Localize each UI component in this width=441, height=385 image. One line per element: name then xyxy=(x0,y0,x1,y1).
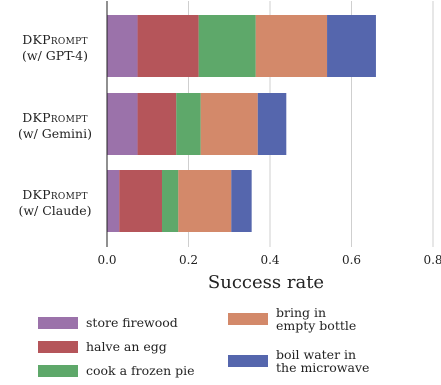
legend-swatch xyxy=(228,355,268,367)
category-label: DKPrompt xyxy=(22,32,88,47)
legend-label: boil water in the microwave xyxy=(276,347,370,375)
bar-segment xyxy=(107,93,138,155)
bar-segment xyxy=(231,170,252,232)
legend-swatch xyxy=(38,365,78,377)
x-tick-label: 0.8 xyxy=(423,253,441,267)
bar-segment xyxy=(137,15,199,77)
category-label: (w/ GPT-4) xyxy=(22,48,88,63)
x-axis-title: Success rate xyxy=(208,272,324,293)
category-label: DKPrompt xyxy=(22,187,88,202)
bar-segment xyxy=(198,15,256,77)
legend-swatch xyxy=(228,313,268,325)
bar-segment xyxy=(255,15,328,77)
bar-segment xyxy=(178,170,232,232)
legend-label: store firewood xyxy=(86,315,178,330)
bar-segment xyxy=(162,170,179,232)
legend: store firewood halve an egg cook a frozen … xyxy=(38,306,438,380)
x-tick-label: 0.6 xyxy=(342,253,361,267)
legend-label: cook a frozen pie xyxy=(86,363,195,378)
category-label: (w/ Gemini) xyxy=(18,126,92,141)
legend-item: store firewood xyxy=(38,316,178,329)
bar-segment xyxy=(107,15,138,77)
bar-segment xyxy=(257,93,287,155)
bar-segment xyxy=(119,170,163,232)
x-tick-label: 0.2 xyxy=(179,253,198,267)
legend-swatch xyxy=(38,341,78,353)
legend-label: halve an egg xyxy=(86,339,167,354)
bar-segment xyxy=(200,93,258,155)
bar-segment xyxy=(107,170,120,232)
legend-item: cook a frozen pie xyxy=(38,364,195,377)
category-label: DKPrompt xyxy=(22,110,88,125)
legend-item: bring in empty bottle xyxy=(228,306,356,332)
category-label: (w/ Claude) xyxy=(18,203,91,218)
legend-item: halve an egg xyxy=(38,340,167,353)
legend-item: boil water in the microwave xyxy=(228,348,369,374)
legend-swatch xyxy=(38,317,78,329)
bar-segment xyxy=(176,93,201,155)
bar-segment xyxy=(327,15,376,77)
legend-label: bring in empty bottle xyxy=(276,305,357,333)
x-tick-label: 0.0 xyxy=(97,253,116,267)
bar-segment xyxy=(137,93,177,155)
x-tick-label: 0.4 xyxy=(260,253,279,267)
